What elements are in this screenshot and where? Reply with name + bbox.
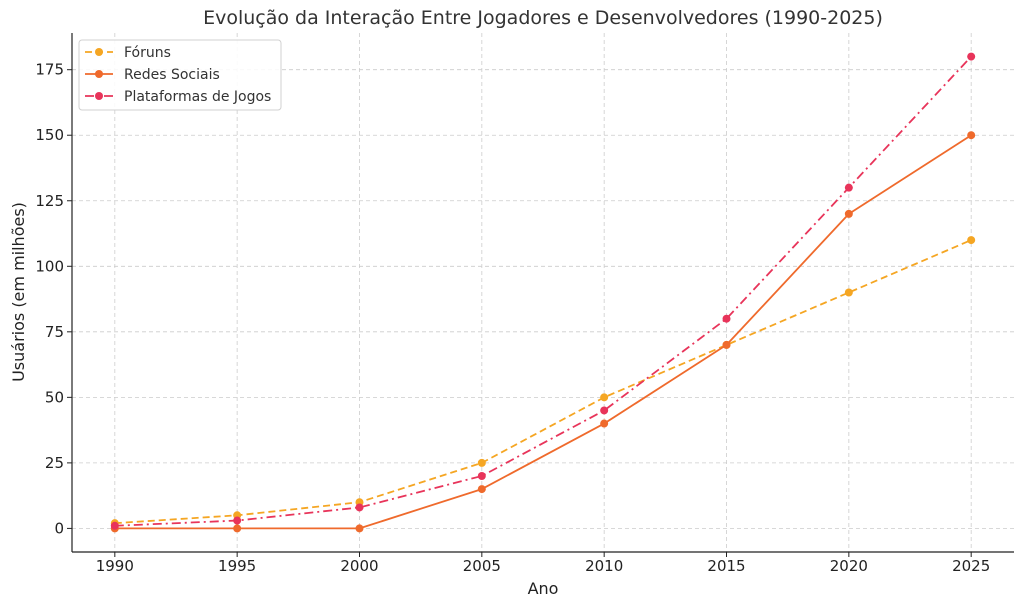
legend-label: Fóruns xyxy=(124,45,171,61)
data-point xyxy=(477,471,486,480)
x-tick-label: 2025 xyxy=(952,557,990,575)
data-point xyxy=(355,503,364,512)
data-point xyxy=(233,524,242,533)
y-axis-title: Usuários (em milhões) xyxy=(9,202,28,382)
series-group xyxy=(110,131,976,533)
legend-item: Plataformas de Jogos xyxy=(85,89,271,105)
x-tick-label: 1990 xyxy=(96,557,134,575)
y-tick-label: 150 xyxy=(35,126,64,144)
data-point xyxy=(600,419,609,428)
legend-marker xyxy=(95,70,103,78)
x-ticks: 1990 1995 2000 2005 2010 2015 2020 2025 xyxy=(96,552,990,575)
x-tick-label: 1995 xyxy=(218,557,256,575)
legend-item: Redes Sociais xyxy=(85,67,220,83)
series-line xyxy=(114,55,972,527)
y-tick-label: 175 xyxy=(35,61,64,79)
y-tick-label: 100 xyxy=(35,257,64,275)
x-axis-title: Ano xyxy=(528,579,559,598)
data-point xyxy=(967,131,976,140)
chart-title: Evolução da Interação Entre Jogadores e … xyxy=(203,7,883,29)
data-point xyxy=(600,406,609,415)
series xyxy=(110,52,976,533)
data-point xyxy=(844,209,853,218)
data-point xyxy=(722,340,731,349)
series-group xyxy=(110,236,976,528)
x-tick-label: 2020 xyxy=(830,557,868,575)
y-ticks: 0 25 50 75 100 125 150 175 xyxy=(35,61,72,537)
y-tick-label: 50 xyxy=(45,388,64,406)
legend-label: Redes Sociais xyxy=(124,67,220,83)
grid xyxy=(72,33,1014,552)
x-tick-label: 2015 xyxy=(707,557,745,575)
series-group xyxy=(110,52,976,530)
legend-label: Plataformas de Jogos xyxy=(124,89,271,105)
data-point xyxy=(722,314,731,323)
data-point xyxy=(477,458,486,467)
y-tick-label: 75 xyxy=(45,323,64,341)
legend-marker xyxy=(95,48,103,56)
data-point xyxy=(967,52,976,61)
series-line xyxy=(114,134,972,530)
y-tick-label: 125 xyxy=(35,192,64,210)
data-point xyxy=(477,485,486,494)
x-tick-label: 2010 xyxy=(585,557,623,575)
legend-items: Fóruns Redes Sociais Plataformas de Jogos xyxy=(85,45,271,105)
legend: Fóruns Redes Sociais Plataformas de Jogos xyxy=(78,39,282,111)
data-point xyxy=(844,183,853,192)
data-point xyxy=(844,288,853,297)
data-point xyxy=(110,521,119,530)
data-point xyxy=(355,524,364,533)
axes xyxy=(71,33,1014,553)
y-tick-label: 25 xyxy=(45,454,64,472)
series-line xyxy=(114,239,972,525)
legend-box xyxy=(78,39,282,111)
x-tick-label: 2005 xyxy=(463,557,501,575)
legend-marker xyxy=(95,92,103,100)
legend-item: Fóruns xyxy=(85,45,171,61)
data-point xyxy=(233,516,242,525)
data-point xyxy=(600,393,609,402)
y-tick-label: 0 xyxy=(54,519,64,537)
data-point xyxy=(967,236,976,245)
x-tick-label: 2000 xyxy=(340,557,378,575)
